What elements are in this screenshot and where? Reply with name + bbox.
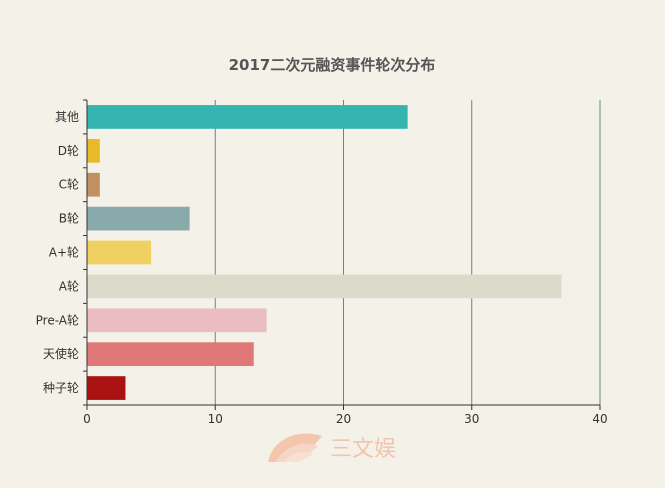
y-tick-label: B轮	[59, 212, 79, 226]
x-tick-label: 20	[336, 412, 351, 426]
axes	[83, 99, 601, 410]
y-tick-label: 其他	[55, 110, 79, 124]
bar	[87, 308, 267, 333]
bars	[87, 105, 562, 400]
y-tick-label: A轮	[59, 279, 79, 293]
bar	[87, 342, 254, 367]
y-tick-label: 天使轮	[43, 346, 79, 361]
watermark-text: 三文娱	[330, 437, 396, 462]
x-tick-label: 10	[208, 412, 223, 426]
y-tick-label: D轮	[58, 144, 79, 158]
sanwenyu-fan-logo	[268, 433, 322, 462]
y-tick-label: A+轮	[49, 246, 79, 260]
bar	[87, 105, 408, 129]
y-tick-label: 种子轮	[43, 381, 79, 395]
bar	[87, 376, 126, 400]
grid-lines	[214, 100, 601, 405]
watermark: 三文娱	[268, 433, 396, 462]
chart-title: 2017二次元融资事件轮次分布	[229, 56, 436, 74]
bar	[87, 274, 562, 299]
y-tick-label: C轮	[59, 178, 79, 192]
bar	[87, 206, 190, 231]
y-tick-label: Pre-A轮	[36, 313, 79, 327]
x-tick-label: 0	[83, 412, 91, 426]
bar	[87, 240, 152, 265]
x-tick-label: 30	[464, 412, 479, 426]
bar	[87, 138, 100, 163]
x-tick-label: 40	[592, 412, 607, 426]
bar	[87, 172, 100, 197]
